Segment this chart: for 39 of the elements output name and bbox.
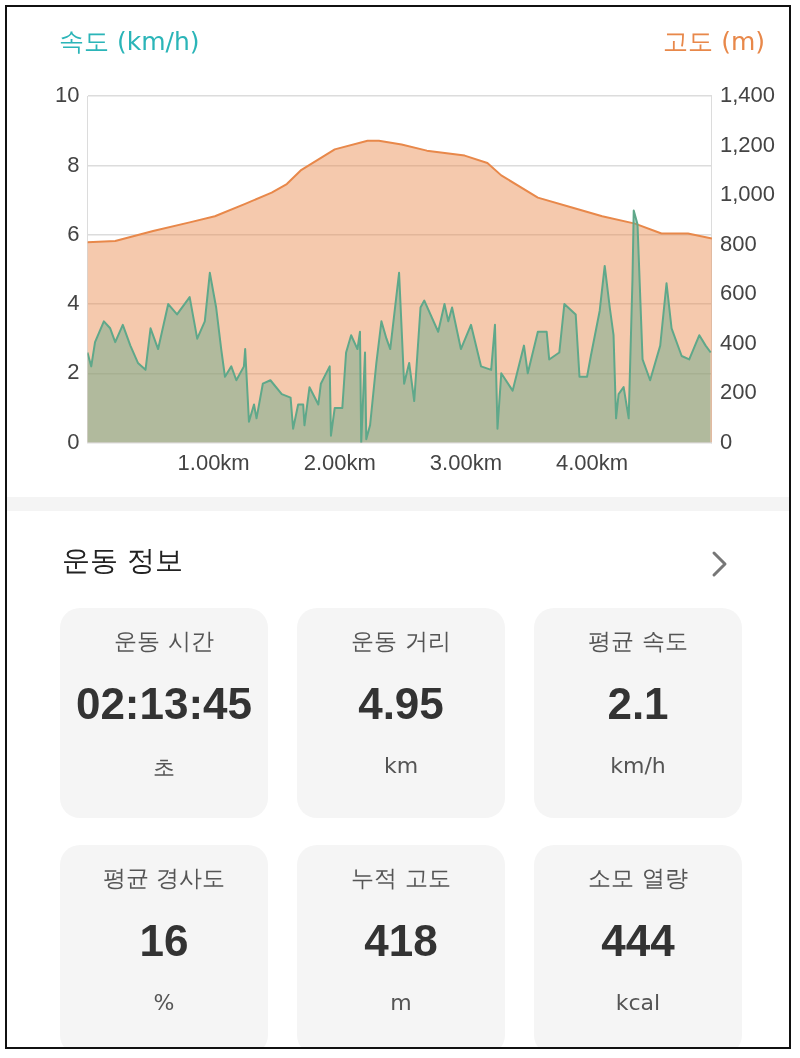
text: 2.1: [606, 679, 670, 729]
text: 누적 고도: [350, 864, 452, 893]
text: km/h: [609, 753, 667, 778]
text: 평균 경사도: [101, 864, 227, 893]
x-tick-label: 4.00km: [556, 449, 629, 475]
text: kcal: [614, 990, 662, 1015]
text: 418: [363, 916, 439, 966]
y-tick-label: 0: [67, 428, 80, 454]
y-tick-label: 2: [67, 359, 80, 385]
text: 평균 속도: [587, 627, 689, 656]
text: m: [389, 990, 413, 1015]
text: %: [152, 990, 176, 1015]
y-tick-label: 10: [54, 82, 80, 108]
y2-tick-label: 200: [719, 379, 757, 405]
x-tick-label: 2.00km: [303, 449, 376, 475]
y-tick-label: 4: [67, 290, 80, 316]
y-tick-label: 6: [67, 220, 80, 246]
text: 소모 열량: [587, 864, 689, 893]
y2-tick-label: 400: [719, 329, 757, 355]
y2-tick-label: 1,400: [719, 82, 776, 108]
text: 초: [152, 754, 176, 782]
text: 16: [138, 916, 190, 966]
text: 02:13:45: [74, 679, 254, 729]
x-tick-label: 1.00km: [177, 449, 250, 475]
x-tick-label: 3.00km: [429, 449, 503, 475]
y-tick-label: 8: [67, 151, 80, 177]
y2-tick-label: 600: [719, 280, 757, 306]
text: 4.95: [357, 679, 445, 729]
text: km: [382, 753, 420, 778]
text: 운동 거리: [350, 627, 452, 656]
y2-axis-title: 고도 (m): [663, 26, 765, 58]
y-axis-title: 속도 (km/h): [59, 26, 200, 58]
text: 운동 시간: [113, 627, 215, 656]
y2-tick-label: 800: [719, 230, 757, 256]
text: 운동 정보: [62, 543, 183, 579]
y2-tick-label: 0: [719, 428, 733, 454]
text: 444: [600, 916, 676, 966]
y2-tick-label: 1,200: [719, 131, 776, 157]
y2-tick-label: 1,000: [719, 181, 776, 207]
